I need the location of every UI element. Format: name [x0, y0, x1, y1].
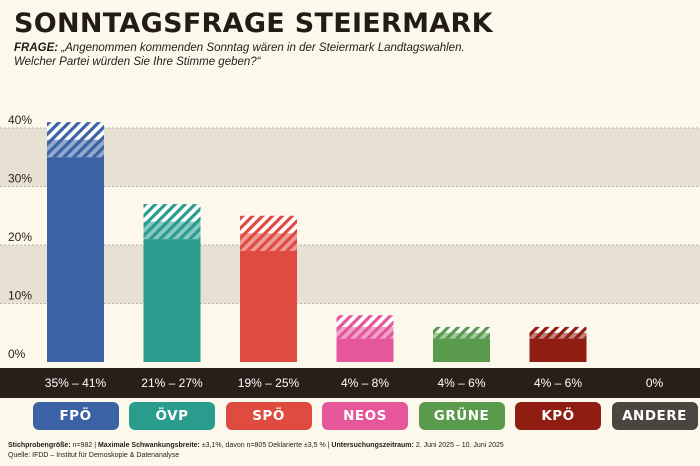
margin-label: Maximale Schwankungsbreite: — [97, 442, 200, 449]
bar-base — [433, 338, 490, 362]
bar-uncertainty-core — [529, 332, 587, 339]
grid-band — [0, 128, 700, 187]
bar-uncertainty-core — [47, 139, 104, 158]
bar-uncertainty-core — [433, 332, 490, 339]
range-band — [0, 368, 700, 398]
y-tick-label: 0% — [8, 347, 26, 361]
bar-uncertainty-core — [336, 326, 394, 339]
bar-uncertainty-core — [143, 221, 201, 240]
period-value: 2. Juni 2025 – 10. Juni 2025 — [415, 442, 504, 449]
sample-label: Stichprobengröße: — [8, 442, 71, 449]
question-line-2: Welcher Partei würden Sie Ihre Stimme ge… — [14, 56, 261, 68]
party-label: GRÜNE — [418, 402, 505, 430]
party-label: ÖVP — [129, 402, 215, 430]
range-label: 4% – 8% — [340, 376, 390, 390]
y-tick-label: 30% — [8, 172, 32, 186]
bar-uncertainty — [529, 326, 587, 339]
bar-base — [240, 250, 297, 362]
source-line: Quelle: IFDD – Institut für Demoskopie &… — [8, 452, 180, 459]
bar-base — [336, 338, 394, 362]
period-label: Untersuchungszeitraum: — [331, 442, 414, 449]
question-line-1: „Angenommen kommenden Sonntag wären in d… — [61, 42, 465, 54]
party-label: SPÖ — [225, 402, 312, 430]
range-label: 19% – 25% — [237, 376, 300, 390]
grid-band — [0, 245, 700, 304]
range-label: 35% – 41% — [44, 376, 107, 390]
party-label: FPÖ — [32, 402, 119, 430]
range-label: 4% – 6% — [533, 376, 583, 390]
margin-value: ±3,1%, davon n=805 Deklarierte ±3,5 % — [201, 442, 326, 449]
bar-uncertainty-core — [240, 233, 297, 251]
y-tick-label: 40% — [8, 113, 32, 127]
bar-base — [143, 239, 201, 362]
footer-notes: Stichprobengröße: n=982 | Maximale Schwa… — [8, 441, 504, 461]
sample-value: n=982 — [72, 442, 93, 449]
question-label: FRAGE: — [14, 42, 59, 54]
y-tick-label: 20% — [8, 230, 32, 244]
party-label: ANDERE — [611, 402, 698, 430]
y-tick-label: 10% — [8, 289, 32, 303]
bar-chart: 0% 10% 20% 30% 40% — [0, 113, 700, 362]
question-text: FRAGE: „Angenommen kommenden Sonntag wär… — [14, 41, 574, 69]
bar-base — [47, 157, 104, 362]
range-label: 21% – 27% — [141, 376, 203, 390]
chart-title: SONNTAGSFRAGE STEIERMARK — [14, 8, 493, 39]
range-label: 0% — [645, 376, 664, 390]
bar-base — [529, 338, 587, 362]
party-label: KPÖ — [515, 402, 601, 430]
range-label: 4% – 6% — [437, 376, 486, 390]
bar-uncertainty — [433, 326, 490, 339]
method-line: Stichprobengröße: n=982 | Maximale Schwa… — [8, 442, 504, 449]
party-label: NEOS — [322, 402, 408, 430]
